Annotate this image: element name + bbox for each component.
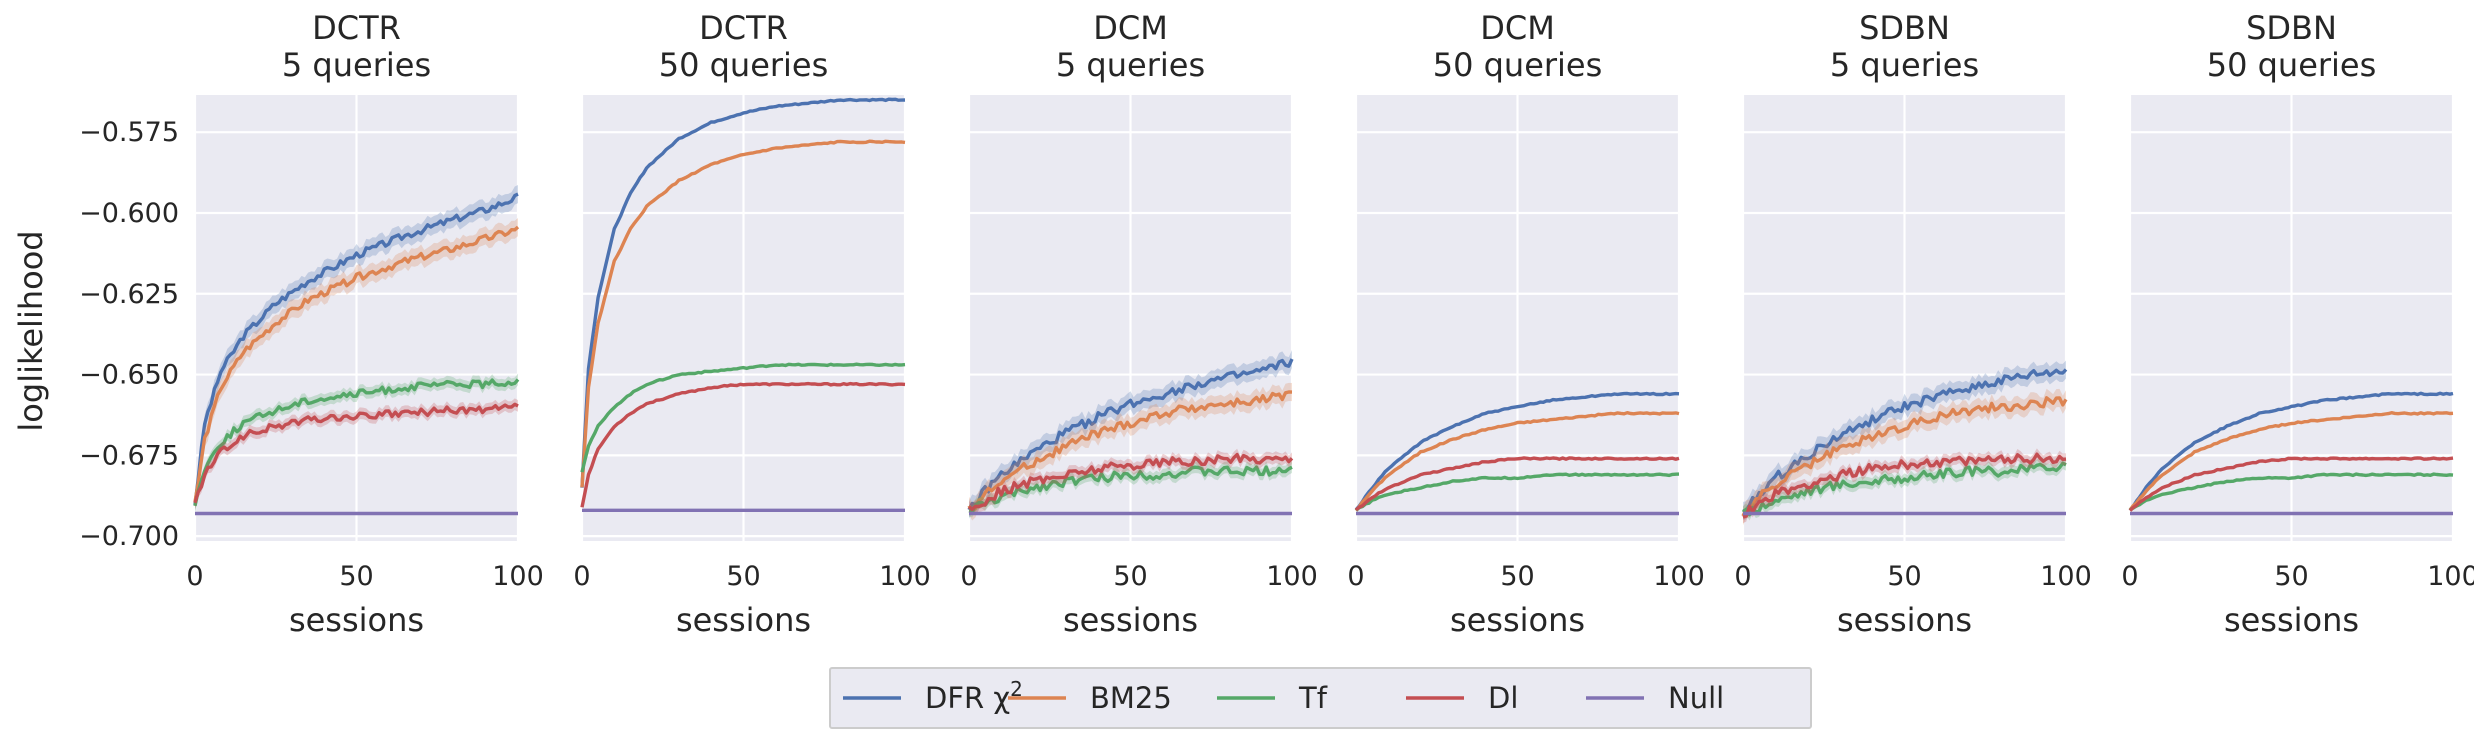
x-tick-label: 100 (1266, 561, 1318, 592)
x-tick-label: 50 (726, 561, 760, 592)
x-tick-label: 100 (879, 561, 931, 592)
x-axis-label: sessions (1450, 601, 1585, 639)
x-tick-label: 0 (186, 561, 203, 592)
x-tick-label: 0 (960, 561, 977, 592)
band-dfr (195, 185, 518, 515)
panel-title-line: DCTR (699, 9, 788, 47)
x-axis-label: sessions (676, 601, 811, 639)
series-line-dl (193, 402, 519, 504)
panel-title-line: DCTR (312, 9, 401, 47)
series-line-tf (1741, 461, 2067, 517)
y-tick-label: −0.700 (79, 521, 179, 552)
band-bm25 (969, 382, 1292, 521)
series-line-dfr (1354, 391, 1680, 511)
series-line-tf (968, 465, 1293, 514)
series-line-bm25 (2128, 411, 2454, 512)
y-tick-label: −0.600 (79, 198, 179, 229)
x-axis-label: sessions (1837, 601, 1972, 639)
x-axis-label: sessions (2224, 601, 2359, 639)
legend-label-superscript: 2 (1010, 677, 1023, 701)
legend: DFR χ2 BM25 Tf Dl Null (829, 667, 1812, 729)
legend-frame (829, 667, 1812, 729)
panel-title-line: 50 queries (2207, 46, 2377, 84)
x-tick-label: 100 (2427, 561, 2474, 592)
band-tf (1743, 457, 2066, 521)
legend-label-tf: Tf (1298, 681, 1328, 715)
panel-title-line: 50 queries (659, 46, 829, 84)
series-line-dl (1742, 452, 2067, 519)
band-tf (195, 373, 518, 512)
x-tick-label: 0 (1734, 561, 1751, 592)
series-line-dfr (967, 358, 1294, 511)
series-line-dl (1354, 456, 1680, 512)
panel-title-line: DCM (1093, 9, 1168, 47)
band-dl (969, 448, 1292, 515)
series-line-dfr (1742, 368, 2068, 513)
series-line-tf (193, 378, 520, 507)
x-tick-label: 0 (1347, 561, 1364, 592)
panel-title-line: 50 queries (1433, 46, 1603, 84)
panel-title-line: 5 queries (1056, 46, 1205, 84)
series-line-dl (968, 452, 1294, 511)
x-tick-label: 0 (573, 561, 590, 592)
x-tick-label: 50 (1113, 561, 1147, 592)
x-tick-label: 100 (492, 561, 544, 592)
x-tick-label: 50 (1887, 561, 1921, 592)
series-line-tf (1354, 472, 1680, 512)
panel-title-line: SDBN (1859, 9, 1950, 47)
band-tf (969, 461, 1292, 518)
x-tick-label: 50 (1500, 561, 1534, 592)
y-tick-label: −0.650 (79, 360, 179, 391)
series-line-tf (580, 362, 906, 473)
y-tick-label: −0.675 (79, 440, 179, 471)
series-line-dfr (580, 97, 906, 488)
series-line-bm25 (580, 139, 906, 488)
x-axis-label: sessions (1063, 601, 1198, 639)
series-line-bm25 (967, 390, 1293, 514)
series-line-bm25 (1354, 411, 1680, 512)
panel-title-line: 5 queries (282, 46, 431, 84)
legend-label-dfr: DFR χ2 (925, 677, 1023, 715)
legend-label-null: Null (1668, 681, 1724, 715)
x-tick-label: 50 (2274, 561, 2308, 592)
series-line-bm25 (1741, 396, 2068, 517)
series-line-dfr (193, 192, 519, 506)
band-dfr (969, 350, 1292, 519)
panel-title-line: 5 queries (1830, 46, 1979, 84)
x-tick-label: 100 (1653, 561, 1705, 592)
series-line-dl (2128, 456, 2454, 512)
panel-title-line: DCM (1480, 9, 1555, 47)
x-axis-label: sessions (289, 601, 424, 639)
x-tick-label: 0 (2121, 561, 2138, 592)
y-tick-label: −0.625 (79, 279, 179, 310)
x-tick-label: 50 (339, 561, 373, 592)
legend-label-dl: Dl (1488, 681, 1518, 715)
band-dfr (1743, 360, 2066, 520)
panel-title-line: SDBN (2246, 9, 2337, 47)
x-tick-label: 100 (2040, 561, 2092, 592)
series-line-tf (2129, 472, 2454, 512)
y-axis-label: loglikelihood (12, 230, 50, 431)
series-line-bm25 (193, 225, 520, 503)
legend-label-bm25: BM25 (1090, 681, 1172, 715)
series-line-dfr (2128, 391, 2454, 512)
series-line-dl (580, 381, 906, 508)
y-tick-label: −0.575 (79, 117, 179, 148)
